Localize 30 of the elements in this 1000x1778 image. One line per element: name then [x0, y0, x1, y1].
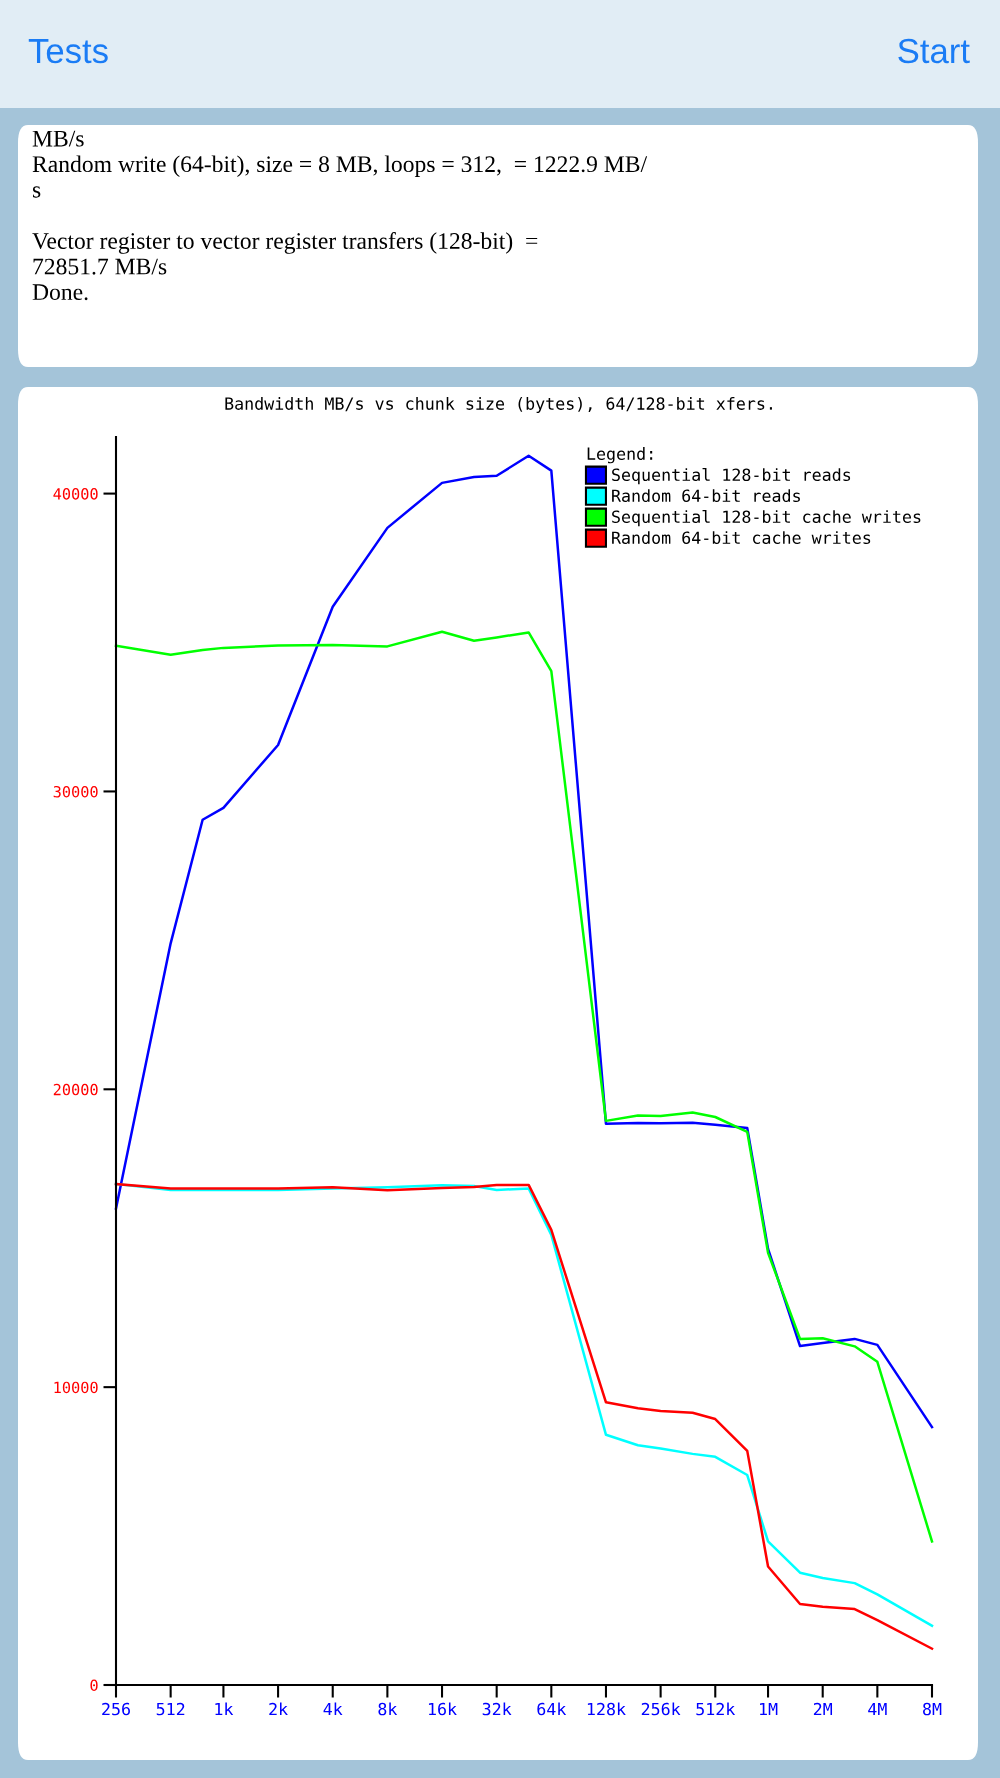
x-tick-label: 32k: [482, 1702, 512, 1716]
x-tick-label: 2M: [813, 1702, 833, 1716]
x-tick-label: 16k: [428, 1702, 457, 1716]
x-tick-label: 512: [156, 1702, 185, 1716]
y-tick-label: 0: [90, 1679, 98, 1692]
y-tick-label: 20000: [53, 1083, 98, 1096]
chart-title: Bandwidth MB/s vs chunk size (bytes), 64/128-bit xfers.: [225, 396, 772, 414]
x-tick-label: 2k: [269, 1702, 288, 1716]
x-tick-label: 4k: [323, 1702, 343, 1716]
y-tick-label: 10000: [54, 1381, 98, 1394]
y-tick-label: 40000: [53, 488, 98, 500]
x-tick-label: 8k: [378, 1702, 398, 1716]
legend-label: Random 64-bit reads: [612, 489, 800, 503]
y-tick-label: 30000: [53, 785, 98, 798]
x-tick-label: 512k: [696, 1702, 736, 1716]
legend-label: Sequential 128-bit cache writes: [612, 510, 921, 527]
x-tick-label: 1M: [760, 1702, 778, 1716]
x-tick-label: 128k: [587, 1702, 626, 1716]
text: Tests: [28, 39, 108, 64]
x-tick-label: 1k: [215, 1702, 234, 1716]
legend-label: Sequential 128-bit reads: [612, 468, 851, 485]
x-tick-label: 8M: [923, 1702, 942, 1716]
legend-title: Legend:: [587, 447, 653, 464]
x-tick-label: 256: [102, 1702, 130, 1716]
legend-label: Random 64-bit cache writes: [612, 531, 871, 545]
text: Start: [898, 38, 970, 64]
text: MB/s Random write (64-bit), size = 8 MB, loops = 312, = 1222.9 MB/ s Vector register to vector register transfers (128-bit) = 72851.7 MB/s Done.: [32, 130, 648, 301]
x-tick-label: 64k: [537, 1702, 567, 1716]
x-tick-label: 4M: [868, 1702, 887, 1716]
x-tick-label: 256k: [641, 1702, 681, 1716]
